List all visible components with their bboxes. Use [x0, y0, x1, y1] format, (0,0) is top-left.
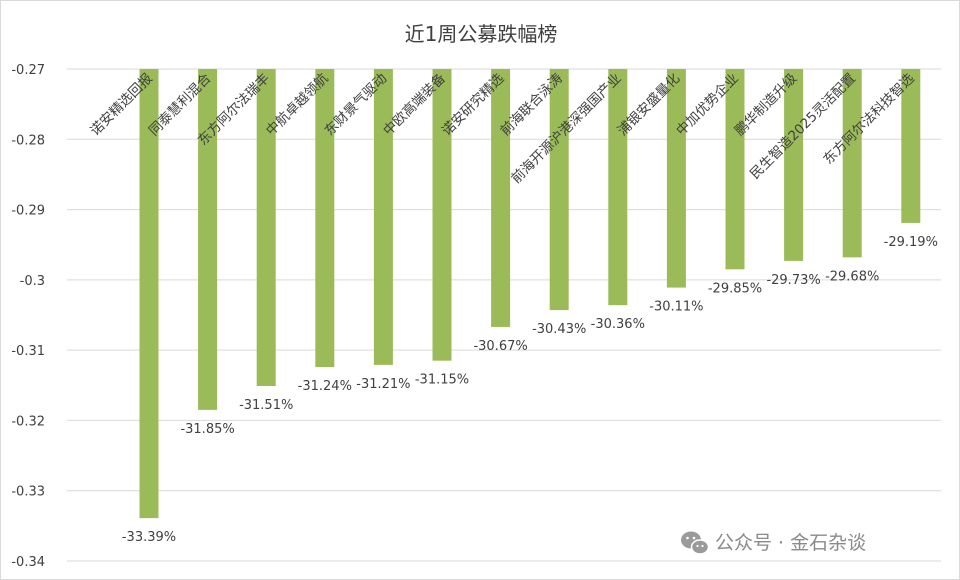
data-label: -30.43%	[532, 322, 586, 337]
y-tick-label: -0.34	[11, 555, 45, 570]
data-label: -29.68%	[825, 269, 879, 284]
chart-title: 近1周公募跌幅榜	[405, 22, 558, 46]
y-tick-label: -0.27	[11, 63, 45, 78]
data-label: -31.24%	[298, 379, 352, 394]
y-axis-ticks: -0.27 -0.28 -0.29 -0.3 -0.31 -0.32 -0.33 -0.34	[11, 63, 45, 570]
y-tick-label: -0.28	[11, 133, 45, 148]
y-tick-label: -0.32	[11, 414, 45, 429]
bar	[725, 69, 745, 270]
bar	[666, 69, 686, 288]
data-label: -30.11%	[649, 300, 703, 315]
bar	[491, 69, 511, 327]
y-tick-label: -0.33	[11, 485, 45, 500]
bar	[901, 69, 921, 223]
data-label: -31.15%	[415, 373, 469, 388]
bar	[139, 69, 159, 519]
bar	[784, 69, 804, 261]
data-label: -33.39%	[122, 530, 176, 545]
bars	[139, 69, 921, 519]
watermark-text: 公众号 · 金石杂谈	[715, 532, 866, 554]
data-label: -31.21%	[356, 377, 410, 392]
data-label: -31.85%	[180, 422, 234, 437]
data-label: -30.67%	[473, 339, 527, 354]
watermark: 公众号 · 金石杂谈	[681, 531, 866, 555]
data-label: -29.73%	[766, 273, 820, 288]
bar	[373, 69, 393, 365]
y-tick-label: -0.3	[20, 274, 45, 289]
data-label: -31.51%	[239, 398, 293, 413]
bar	[432, 69, 452, 361]
bar	[256, 69, 276, 386]
data-label: -30.36%	[591, 317, 645, 332]
data-labels: -33.39% -31.85% -31.51% -31.24% -31.21% -31.1…	[122, 235, 938, 545]
data-label: -29.85%	[708, 281, 762, 296]
wechat-icon	[681, 531, 710, 555]
y-tick-label: -0.29	[11, 204, 45, 219]
bar	[549, 69, 569, 311]
bar	[608, 69, 628, 306]
bar	[198, 69, 218, 410]
bar	[315, 69, 335, 368]
bar	[842, 69, 862, 258]
y-tick-label: -0.31	[11, 344, 45, 359]
data-label: -29.19%	[884, 235, 938, 250]
